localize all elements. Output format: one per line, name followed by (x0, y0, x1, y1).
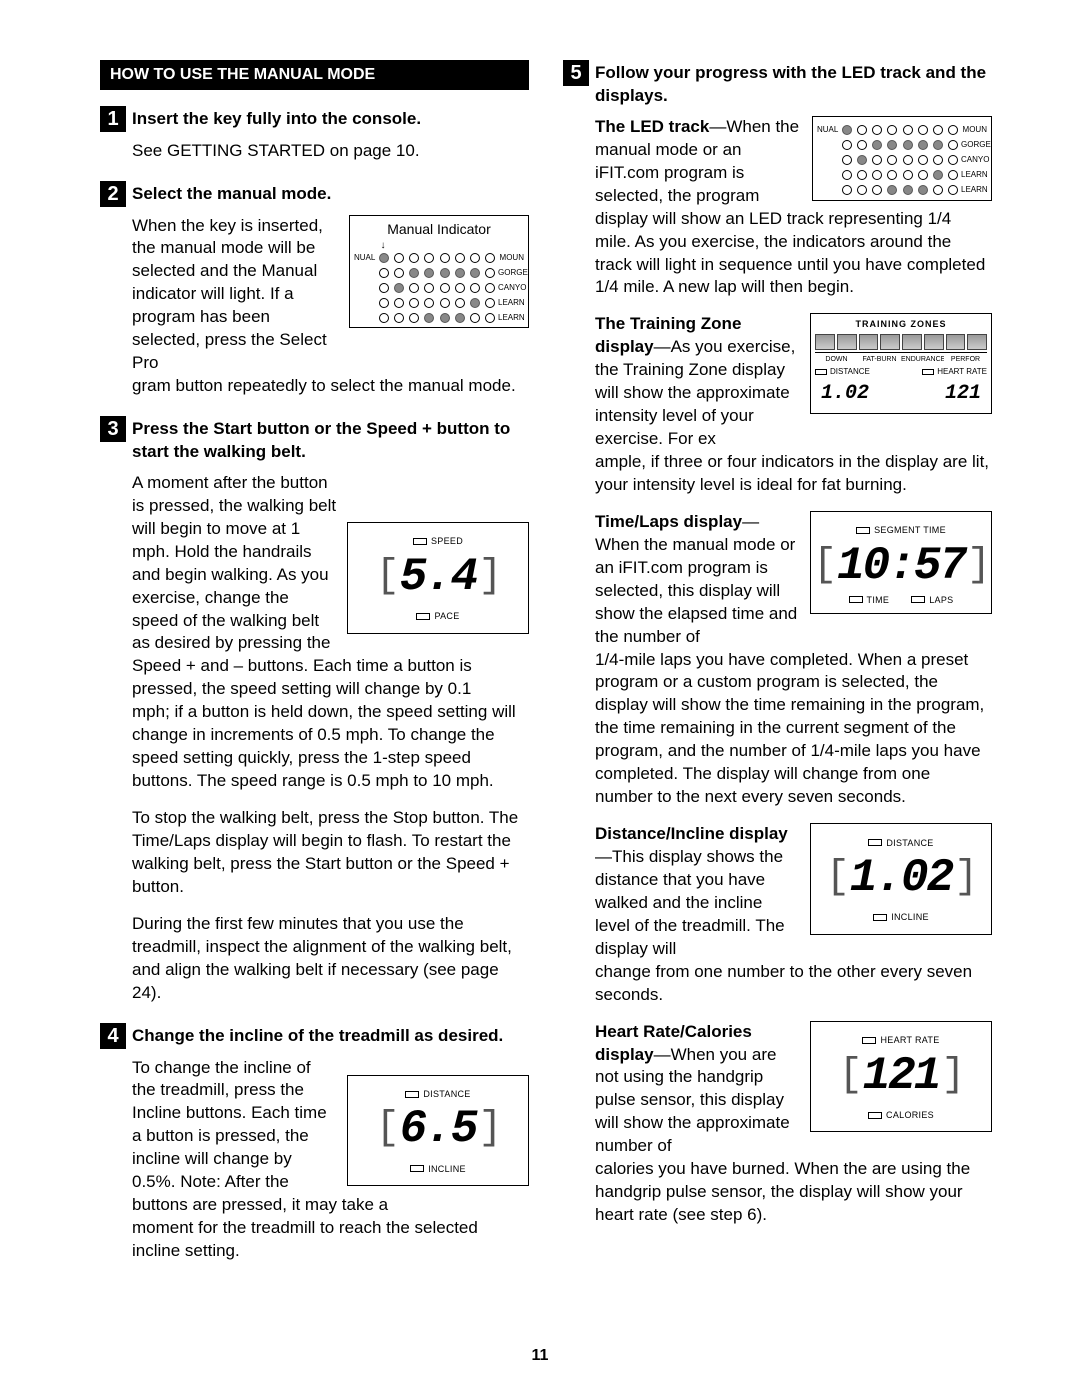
step-title: Press the Start button or the Speed + bu… (132, 416, 529, 464)
page-number: 11 (0, 1345, 1080, 1367)
step-5: 5 Follow your progress with the LED trac… (563, 60, 992, 1227)
step-3: 3 Press the Start button or the Speed + … (100, 416, 529, 1005)
step-1: 1 Insert the key fully into the console.… (100, 106, 529, 163)
distance-incline-figure: DISTANCE [1.02] INCLINE (810, 823, 992, 935)
step1-text: See GETTING STARTED on page 10. (132, 140, 529, 163)
section-header: HOW TO USE THE MANUAL MODE (100, 60, 529, 90)
led-track-figure: NUALMOUNGORGECANYOLEARNLEARN (812, 116, 992, 201)
led-rows: NUALMOUNGORGECANYOLEARNLEARN (815, 123, 989, 198)
led-text-b: mile. As you exercise, the indicators ar… (595, 231, 992, 300)
step-number: 3 (100, 416, 126, 442)
step-number: 4 (100, 1023, 126, 1049)
right-column: 5 Follow your progress with the LED trac… (563, 60, 992, 1281)
step4-text-b: moment for the treadmill to reach the se… (132, 1217, 529, 1263)
step-title: Follow your progress with the LED track … (595, 60, 992, 108)
incline-lcd-figure: DISTANCE [6.5] INCLINE (347, 1075, 529, 1187)
manual-indicator-figure: Manual Indicator ↓ NUALMOUNGORGECANYOLEA… (349, 215, 529, 329)
step3-text-b: mph; if a button is held down, the speed… (132, 701, 529, 793)
step-title: Select the manual mode. (132, 181, 529, 206)
speed-lcd-figure: SPEED [5.4] PACE (347, 522, 529, 634)
step2-text-b: gram button repeatedly to select the man… (132, 375, 529, 398)
step-2: 2 Select the manual mode. Manual Indicat… (100, 181, 529, 399)
step-number: 2 (100, 181, 126, 207)
heart-rate-figure: HEART RATE [121] CALORIES (810, 1021, 992, 1133)
page-columns: HOW TO USE THE MANUAL MODE 1 Insert the … (100, 60, 992, 1281)
left-column: HOW TO USE THE MANUAL MODE 1 Insert the … (100, 60, 529, 1281)
step-title: Insert the key fully into the console. (132, 106, 529, 131)
step-4: 4 Change the incline of the treadmill as… (100, 1023, 529, 1263)
step3-text-3: During the first few minutes that you us… (132, 913, 529, 1005)
zone-text-b: ample, if three or four indicators in th… (595, 451, 992, 497)
step-number: 5 (563, 60, 589, 86)
step3-text-2: To stop the walking belt, press the Stop… (132, 807, 529, 899)
figure-caption: Manual Indicator (352, 220, 526, 239)
step-number: 1 (100, 106, 126, 132)
led-rows: NUALMOUNGORGECANYOLEARNLEARN (352, 250, 526, 325)
dist-text-b: change from one number to the other ever… (595, 961, 992, 1007)
time-laps-figure: SEGMENT TIME [10:57] TIME LAPS (810, 511, 992, 614)
time-text-b: 1/4-mile laps you have completed. When a… (595, 649, 992, 810)
step-title: Change the incline of the treadmill as d… (132, 1023, 529, 1048)
training-zone-figure: TRAINING ZONES DOWNFAT-BURNENDURANCEPERF… (810, 313, 992, 413)
hr-text-b: calories you have burned. When the are u… (595, 1158, 992, 1227)
